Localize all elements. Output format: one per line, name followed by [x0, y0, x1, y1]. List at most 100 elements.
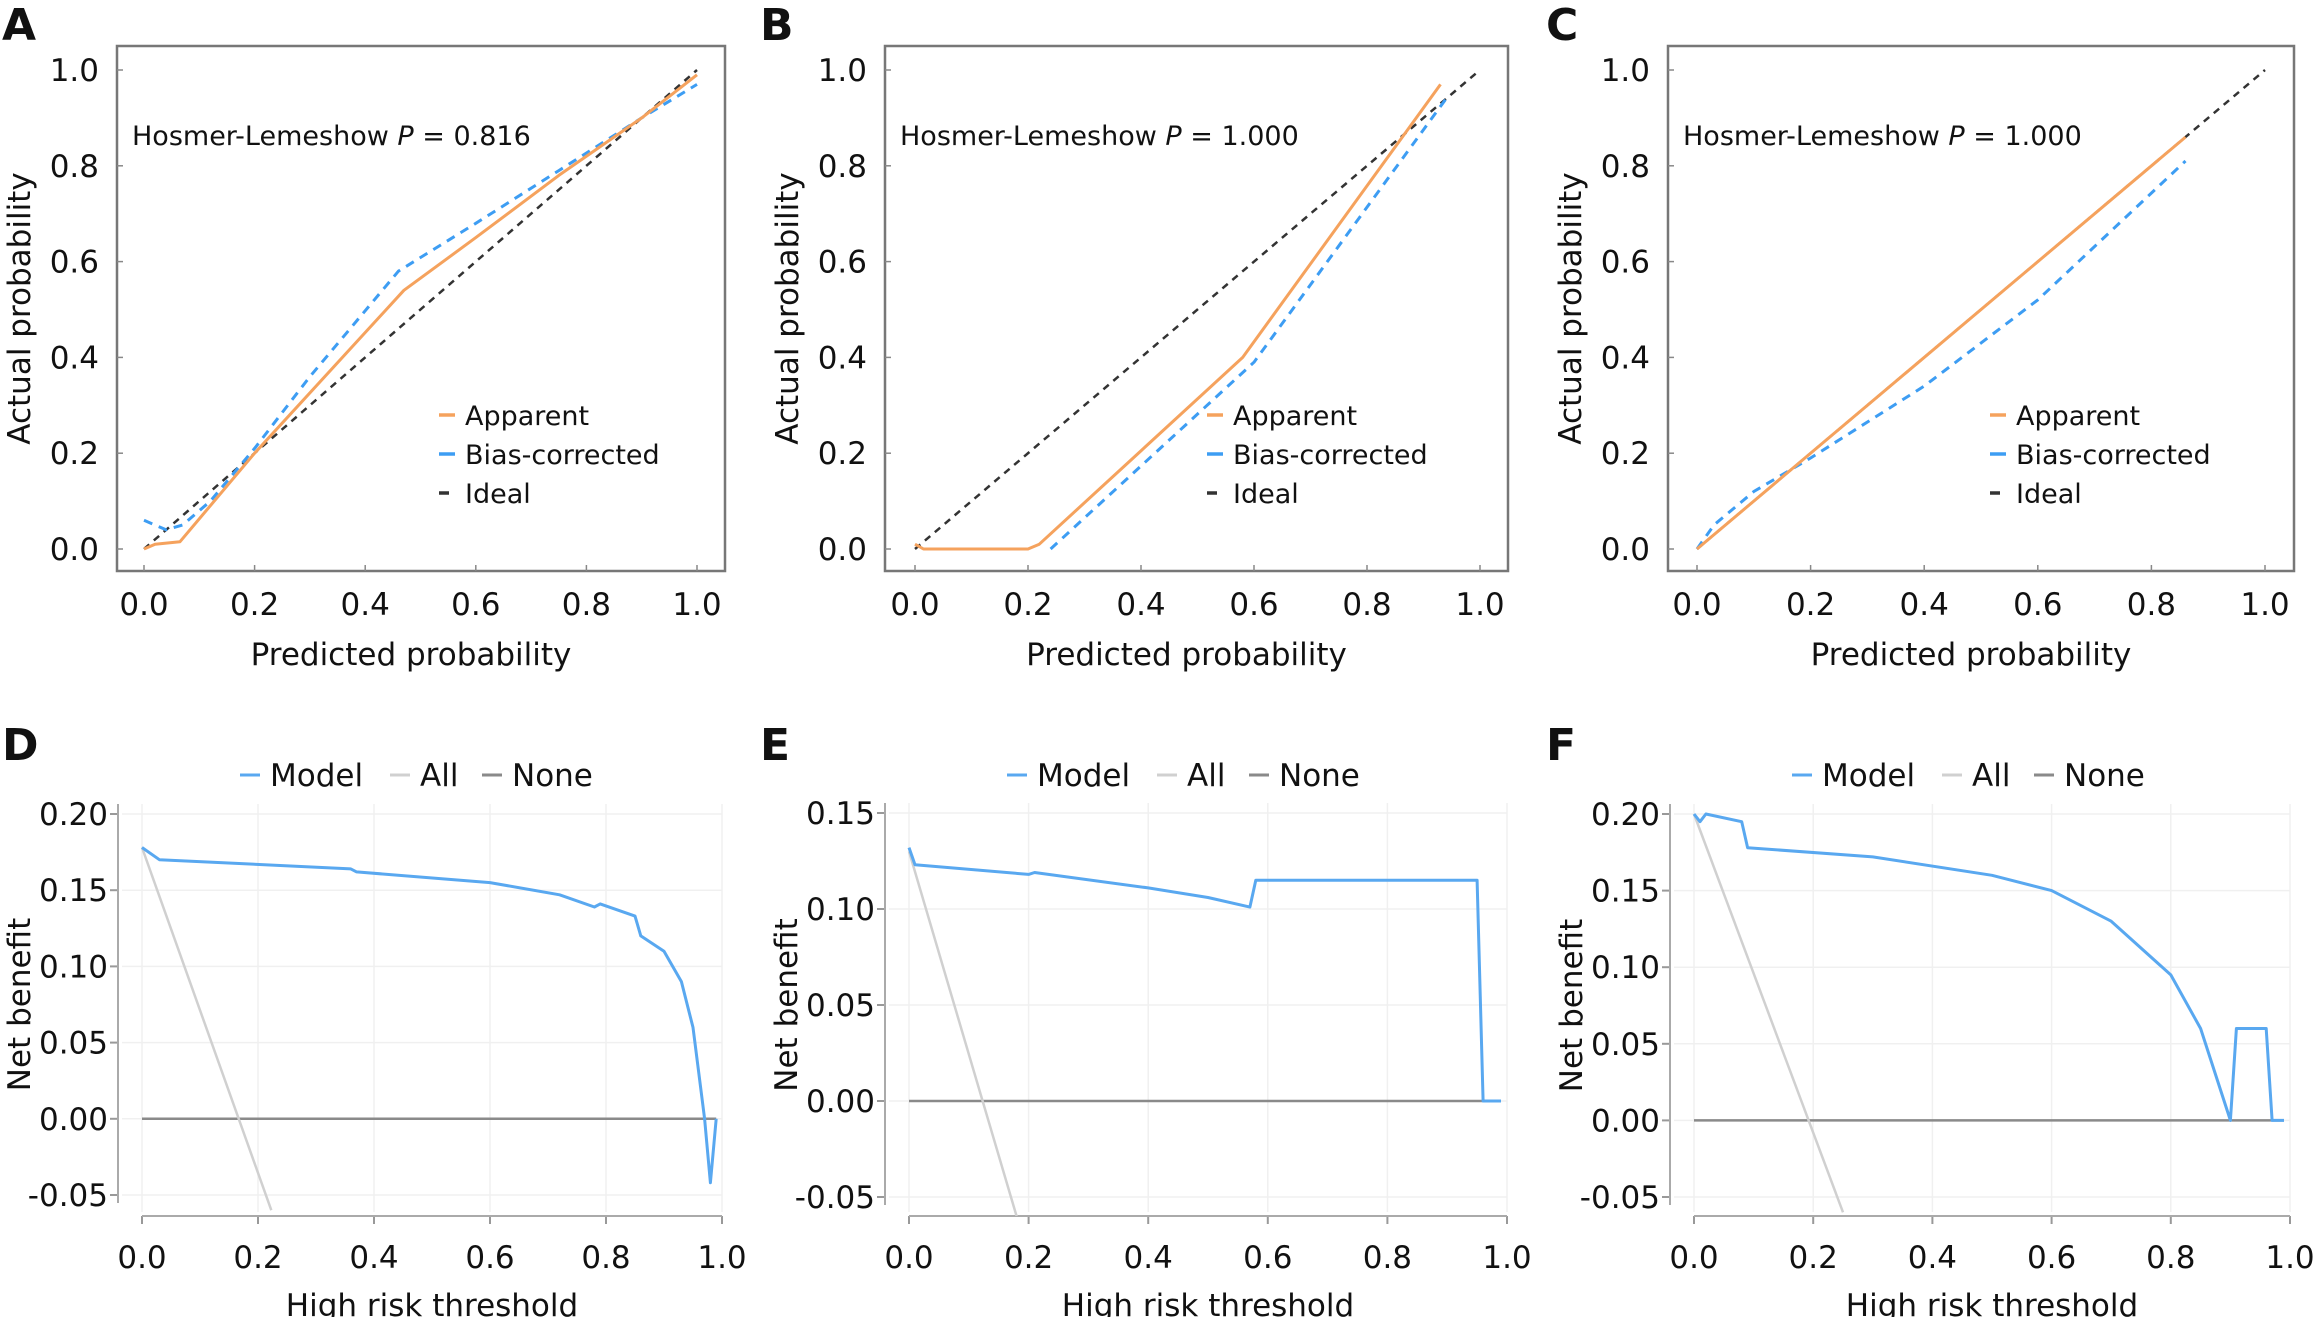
- x-tick-label: 0.8: [2146, 1240, 2195, 1276]
- legend-label: None: [512, 758, 593, 794]
- legend-label: Model: [270, 758, 363, 794]
- legend-label: All: [1187, 758, 1225, 794]
- y-tick-label: 0.4: [1601, 340, 1650, 376]
- y-tick-label: 0.0: [50, 532, 99, 568]
- y-tick-label: 0.10: [1591, 950, 1660, 986]
- x-axis-label: Predicted probability: [251, 637, 572, 673]
- series-group: [1695, 69, 2266, 551]
- y-tick-label: 0.2: [1601, 436, 1650, 472]
- y-tick-label: 0.6: [1601, 245, 1650, 281]
- plot-frame: [883, 44, 1510, 573]
- y-tick-label: 0.15: [1591, 874, 1660, 910]
- panel-c: C 0.0 0.2 0.4 0.6 0.8 1.0 0.0 0.2 0.4 0.6 0.8 1.0 Pre…: [1546, 0, 2296, 673]
- series-group: [914, 69, 1481, 551]
- x-tick-label: 0.0: [1669, 1240, 1718, 1276]
- x-tick-label: 0.4: [341, 587, 390, 623]
- legend-label: Apparent: [465, 401, 589, 432]
- x-tick-label: 0.8: [1342, 587, 1391, 623]
- x-axis-label: Predicted probability: [1811, 637, 2132, 673]
- series-line-bias-corrected: [1049, 97, 1448, 551]
- panel-d: D 0.0 0.2 0.4 0.6 0.8 1.0 -0.05 0.00 0.05 0.10 0.15…: [2, 720, 747, 1321]
- y-tick-label: 0.0: [1601, 532, 1650, 568]
- y-tick-label: 0.2: [818, 436, 867, 472]
- y-axis-label: Actual probability: [1553, 172, 1589, 444]
- x-tick-label: 0.0: [119, 587, 168, 623]
- legend-label: Model: [1037, 758, 1130, 794]
- x-axis-label: High risk threshold: [1062, 1288, 1354, 1317]
- y-tick-label: 0.8: [50, 149, 99, 185]
- legend-label: Ideal: [465, 479, 531, 510]
- legend-label: Bias-corrected: [465, 440, 660, 471]
- y-axis-label: Net benefit: [1554, 919, 1590, 1092]
- legend-label: Ideal: [1233, 479, 1299, 510]
- y-tick-label: -0.05: [28, 1178, 108, 1214]
- x-axis-label: Predicted probability: [1026, 637, 1347, 673]
- panel-b: B 0.0 0.2 0.4 0.6 0.8 1.0 0.0 0.2 0.4 0.6 0.8 1.0 Pre…: [760, 0, 1510, 673]
- x-tick-label: 0.2: [1003, 587, 1052, 623]
- x-tick-label: 1.0: [2265, 1240, 2314, 1276]
- x-tick-label: 0.2: [230, 587, 279, 623]
- y-axis-label: Net benefit: [2, 918, 38, 1091]
- x-tick-label: 1.0: [697, 1240, 746, 1276]
- y-tick-label: 0.10: [806, 892, 875, 928]
- x-tick-label: 0.4: [1116, 587, 1165, 623]
- y-tick-label: 0.05: [39, 1026, 108, 1062]
- legend-label: All: [420, 758, 458, 794]
- panel-letter: B: [760, 0, 794, 51]
- panel-e: E 0.0 0.2 0.4 0.6 0.8 1.0 -0.05 0.00 0.05 0.10 0.15…: [760, 720, 1532, 1321]
- y-tick-label: 0.20: [39, 797, 108, 833]
- x-tick-label: 0.8: [2127, 587, 2176, 623]
- x-tick-label: 0.4: [349, 1240, 398, 1276]
- panel-a: A 0.0 0.2 0.4 0.6 0.8 1.0 0.0 0.2 0.4 0.6 0.8 1.0 Pre…: [2, 0, 727, 673]
- x-tick-label: 0.0: [884, 1240, 933, 1276]
- x-tick-label: 0.8: [562, 587, 611, 623]
- legend-label: None: [2064, 758, 2145, 794]
- annotation-value: = 0.816: [414, 121, 531, 152]
- x-tick-label: 0.2: [233, 1240, 282, 1276]
- series-line-all: [1692, 813, 1845, 1213]
- x-tick-label: 0.6: [2027, 1240, 2076, 1276]
- series-group: [143, 69, 698, 551]
- panel-f: F 0.0 0.2 0.4 0.6 0.8 1.0 -0.05 0.00 0.05 0.10 0.15…: [1546, 720, 2314, 1321]
- x-axis-label: High risk threshold: [286, 1288, 578, 1317]
- legend-label: Model: [1822, 758, 1915, 794]
- legend-label: Apparent: [1233, 401, 1357, 432]
- x-tick-label: 0.4: [1124, 1240, 1173, 1276]
- y-tick-label: 0.4: [50, 340, 99, 376]
- y-tick-label: 0.2: [50, 436, 99, 472]
- annotation-prefix: Hosmer-Lemeshow: [900, 121, 1165, 152]
- x-tick-label: 0.0: [117, 1240, 166, 1276]
- series-group: [1692, 812, 2284, 1213]
- series-line-all: [140, 847, 273, 1211]
- x-tick-label: 0.6: [1229, 587, 1278, 623]
- x-tick-label: 1.0: [2240, 587, 2289, 623]
- annotation-p: P: [1948, 121, 1965, 152]
- y-axis-label: Net benefit: [769, 918, 805, 1091]
- annotation-prefix: Hosmer-Lemeshow: [132, 121, 397, 152]
- y-tick-label: 0.0: [818, 532, 867, 568]
- annotation-p: P: [397, 121, 414, 152]
- legend-label: Apparent: [2016, 401, 2140, 432]
- hosmer-lemeshow-annotation: Hosmer-Lemeshow P = 1.000: [1683, 121, 2082, 152]
- series-line-bias-corrected: [143, 83, 698, 532]
- x-tick-label: 0.0: [890, 587, 939, 623]
- y-tick-label: 0.10: [39, 949, 108, 985]
- series-group: [907, 847, 1501, 1216]
- x-tick-label: 0.4: [1900, 587, 1949, 623]
- x-tick-label: 0.0: [1672, 587, 1721, 623]
- y-tick-label: 0.05: [806, 988, 875, 1024]
- x-tick-label: 0.6: [451, 587, 500, 623]
- legend-label: Ideal: [2016, 479, 2082, 510]
- series-line-model: [1692, 812, 2284, 1122]
- x-tick-label: 1.0: [672, 587, 721, 623]
- x-tick-label: 0.6: [465, 1240, 514, 1276]
- y-tick-label: -0.05: [795, 1180, 875, 1216]
- hosmer-lemeshow-annotation: Hosmer-Lemeshow P = 1.000: [900, 121, 1299, 152]
- annotation-value: = 1.000: [1182, 121, 1299, 152]
- annotation-prefix: Hosmer-Lemeshow: [1683, 121, 1948, 152]
- x-axis-label: High risk threshold: [1846, 1288, 2138, 1317]
- panel-letter: D: [2, 720, 39, 771]
- series-line-model: [907, 847, 1501, 1103]
- series-line-apparent: [914, 83, 1442, 551]
- x-tick-label: 0.8: [1363, 1240, 1412, 1276]
